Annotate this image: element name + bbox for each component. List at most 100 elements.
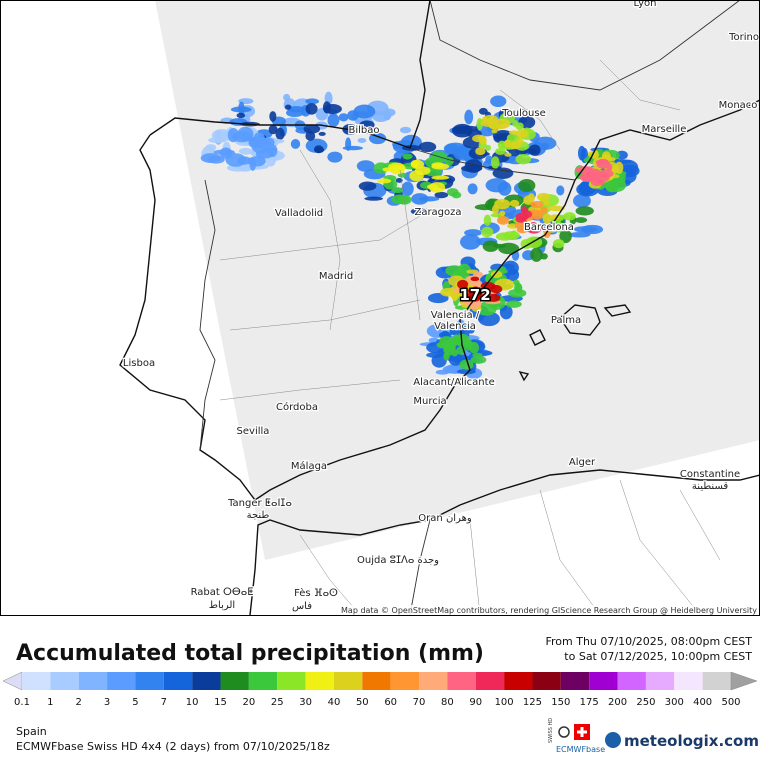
rain-cell bbox=[470, 277, 479, 282]
city-label: Rabat ⵔⴱⴰⵟ bbox=[191, 587, 254, 598]
legend-color bbox=[306, 672, 334, 690]
legend-label: 10 bbox=[186, 697, 199, 708]
rain-cell bbox=[512, 120, 518, 127]
region: Spain bbox=[16, 725, 47, 738]
rain-cell bbox=[468, 183, 478, 194]
rain-cell bbox=[391, 194, 409, 204]
rain-cell bbox=[492, 205, 499, 215]
city-label: Valencia bbox=[434, 321, 476, 332]
city-label: Valencia / bbox=[431, 310, 480, 321]
legend-label: 50 bbox=[356, 697, 369, 708]
legend-color bbox=[164, 672, 192, 690]
rain-cell bbox=[499, 211, 505, 216]
rain-cell bbox=[429, 182, 445, 192]
rain-cell bbox=[327, 114, 339, 127]
rain-cell bbox=[475, 204, 494, 210]
legend-label: 150 bbox=[551, 697, 570, 708]
city-label: Oujda ⵓⵊⴷⴰ وجدة bbox=[357, 555, 439, 566]
legend-label: 3 bbox=[104, 697, 110, 708]
rain-cell bbox=[411, 160, 424, 169]
legend-color bbox=[419, 672, 447, 690]
rain-cell bbox=[236, 113, 245, 118]
rain-cell bbox=[472, 135, 486, 143]
city-label: Murcia bbox=[413, 396, 446, 407]
rain-cell bbox=[498, 243, 519, 254]
city-label: Torino bbox=[728, 32, 759, 43]
badge-top: SWISS HD bbox=[548, 718, 554, 743]
city-label: Bilbao bbox=[348, 125, 379, 136]
rain-cell bbox=[319, 132, 326, 136]
legend-label: 30 bbox=[299, 697, 312, 708]
rain-cell bbox=[231, 106, 252, 112]
rain-cell bbox=[359, 181, 377, 190]
legend-label: 175 bbox=[580, 697, 599, 708]
rain-cell bbox=[226, 153, 246, 167]
rain-cell bbox=[490, 285, 502, 293]
legend-label: 70 bbox=[413, 697, 426, 708]
rain-cell bbox=[436, 370, 450, 375]
rain-cell bbox=[419, 142, 436, 152]
rain-cell bbox=[508, 289, 526, 298]
legend-color bbox=[476, 672, 504, 690]
legend-label: 20 bbox=[243, 697, 256, 708]
rain-cell bbox=[201, 153, 221, 163]
legend-label: 0.1 bbox=[14, 697, 30, 708]
rain-cell bbox=[347, 110, 359, 120]
legend-color bbox=[362, 672, 390, 690]
legend-label: 400 bbox=[693, 697, 712, 708]
rain-cell bbox=[475, 147, 485, 155]
rain-cell bbox=[503, 231, 520, 240]
rain-cell bbox=[575, 217, 587, 223]
city-label: Toulouse bbox=[501, 108, 545, 119]
rain-cell bbox=[516, 154, 531, 164]
rain-cell bbox=[247, 156, 265, 166]
legend-color bbox=[135, 672, 163, 690]
rain-cell bbox=[537, 193, 550, 201]
rain-cell bbox=[286, 109, 304, 117]
city-label: Sevilla bbox=[237, 426, 270, 437]
city-label: Tanger ⵟⴰⵏⵊⴰ bbox=[227, 498, 292, 509]
rain-cell bbox=[402, 153, 412, 159]
rain-cell bbox=[531, 201, 544, 208]
rain-cell bbox=[509, 142, 521, 150]
model-run: ECMWFbase Swiss HD 4x4 (2 days) from 07/… bbox=[16, 740, 330, 753]
city-label: Valladolid bbox=[275, 208, 323, 219]
city-label: Lisboa bbox=[123, 358, 155, 369]
legend-label: 200 bbox=[608, 697, 627, 708]
rain-cell bbox=[544, 201, 550, 206]
rain-cell bbox=[530, 248, 543, 262]
rain-cell bbox=[262, 147, 277, 151]
rain-cell bbox=[532, 211, 543, 220]
rain-cell bbox=[484, 215, 492, 226]
legend-label: 25 bbox=[271, 697, 284, 708]
rain-cell bbox=[411, 193, 428, 205]
city-label: Alger bbox=[569, 457, 596, 468]
legend-color bbox=[504, 672, 532, 690]
rain-cell bbox=[431, 175, 449, 179]
rain-cell bbox=[516, 213, 529, 221]
rain-cell bbox=[596, 159, 609, 169]
city-label: Zaragoza bbox=[414, 207, 461, 218]
city-label: Palma bbox=[551, 315, 581, 326]
rain-cell bbox=[395, 166, 406, 170]
max-value: 172 bbox=[459, 286, 490, 304]
rain-cell bbox=[434, 192, 448, 198]
legend-color bbox=[674, 672, 702, 690]
rain-cell bbox=[510, 200, 520, 207]
legend-color bbox=[532, 672, 560, 690]
rain-cell bbox=[377, 179, 391, 184]
legend-title: Accumulated total precipitation (mm) bbox=[16, 641, 484, 666]
legend-label: 90 bbox=[469, 697, 482, 708]
brand-logo bbox=[605, 732, 621, 748]
rain-cell bbox=[253, 132, 265, 144]
rain-cell bbox=[314, 145, 323, 153]
rain-cell bbox=[283, 94, 290, 101]
rain-cell bbox=[409, 170, 423, 181]
city-label: Alacant/Alicante bbox=[413, 377, 494, 388]
rain-cell bbox=[323, 101, 331, 113]
city-label: طنجة bbox=[247, 510, 270, 521]
city-label: قسنطينة bbox=[692, 481, 729, 492]
rain-cell bbox=[481, 227, 493, 237]
legend-color bbox=[192, 672, 220, 690]
